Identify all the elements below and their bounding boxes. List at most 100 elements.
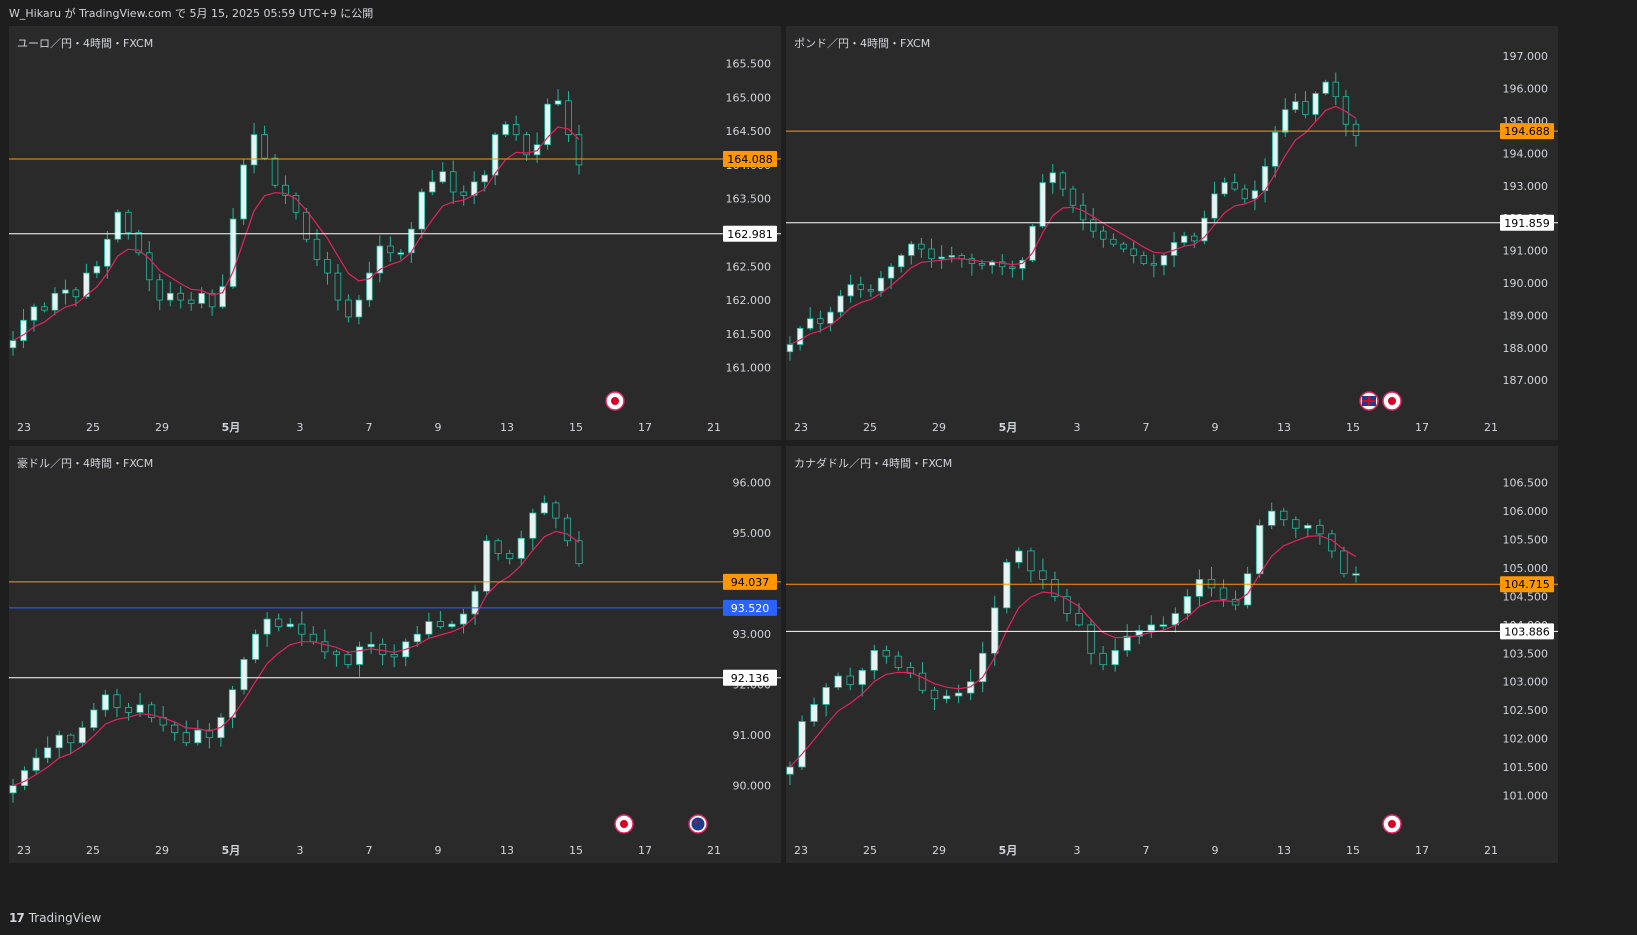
y-tick-label: 106.500	[1503, 477, 1549, 490]
candle	[1352, 573, 1360, 576]
x-tick-label: 3	[1074, 421, 1081, 434]
candle	[1160, 255, 1168, 266]
candle	[1340, 550, 1348, 575]
chart-canvas-cadjpy[interactable]: 106.500106.000105.500105.000104.500104.0…	[786, 446, 1558, 863]
candle	[565, 100, 572, 135]
candle	[512, 124, 520, 135]
candle	[798, 721, 806, 768]
au-flag-field	[691, 817, 705, 831]
candle	[397, 252, 405, 255]
jp-flag-dot	[1388, 397, 1396, 405]
candle	[870, 650, 879, 671]
candle	[1191, 235, 1198, 242]
candle	[978, 652, 987, 683]
candle	[529, 512, 537, 539]
candle	[205, 729, 213, 739]
x-tick-label: 21	[1484, 421, 1498, 434]
candle	[425, 621, 433, 635]
candle	[471, 590, 479, 615]
candle	[436, 621, 444, 628]
candle	[857, 284, 864, 290]
y-tick-label: 91.000	[733, 729, 772, 742]
candle	[1135, 630, 1143, 637]
chart-panel-cadjpy[interactable]: 106.500106.000105.500105.000104.500104.0…	[786, 446, 1558, 863]
candle	[32, 757, 40, 771]
price-tag-label: 164.088	[727, 153, 773, 166]
candle	[563, 517, 572, 542]
y-tick-label: 103.500	[1503, 647, 1549, 660]
candle	[786, 766, 794, 775]
chart-canvas-eurjpy[interactable]: 165.500165.000164.500164.000163.500163.0…	[9, 26, 781, 440]
candle	[978, 263, 986, 266]
candle	[810, 704, 818, 722]
candle	[1219, 587, 1228, 600]
candle	[1090, 219, 1097, 232]
tradingview-mark-icon: 17	[9, 911, 25, 925]
candle	[882, 650, 891, 657]
x-tick-label: 21	[1484, 844, 1498, 857]
candle	[1009, 266, 1016, 269]
price-tag-label: 191.859	[1504, 217, 1550, 230]
candle	[321, 641, 329, 653]
publish-text: W_Hikaru が TradingView.com で 5月 15, 2025…	[9, 7, 374, 20]
chart-panel-audjpy[interactable]: 96.00095.00094.00093.00092.00091.00090.0…	[9, 446, 781, 863]
x-tick-label: 5月	[222, 421, 241, 434]
candle	[1267, 510, 1276, 526]
y-tick-label: 196.000	[1503, 83, 1549, 96]
candle	[251, 633, 260, 660]
candle	[517, 537, 525, 559]
y-tick-label: 189.000	[1503, 309, 1549, 322]
chart-canvas-gbpjpy[interactable]: 197.000196.000195.000194.000193.000192.0…	[786, 26, 1558, 440]
candle	[136, 704, 144, 713]
price-tag-label: 194.688	[1504, 125, 1550, 138]
candle	[182, 732, 190, 744]
chart-panel-gbpjpy[interactable]: 197.000196.000195.000194.000193.000192.0…	[786, 26, 1558, 440]
candle	[208, 292, 216, 308]
candle	[1111, 650, 1119, 666]
candle	[1150, 263, 1158, 266]
candle	[1312, 93, 1319, 115]
chart-canvas-audjpy[interactable]: 96.00095.00094.00093.00092.00091.00090.0…	[9, 446, 781, 863]
candle	[1019, 259, 1026, 269]
price-tag-label: 93.520	[731, 602, 770, 615]
y-tick-label: 165.000	[726, 91, 772, 104]
candle	[309, 633, 317, 643]
x-tick-label: 29	[932, 421, 946, 434]
candle	[44, 747, 52, 759]
chart-panel-eurjpy[interactable]: 165.500165.000164.500164.000163.500163.0…	[9, 26, 781, 440]
jp-flag-dot	[1388, 820, 1396, 828]
candle	[1183, 596, 1192, 614]
candle	[1332, 81, 1339, 98]
candle	[867, 289, 875, 292]
candle	[240, 164, 247, 220]
candle	[1099, 652, 1107, 666]
y-tick-label: 102.500	[1503, 704, 1549, 717]
candle	[817, 318, 824, 324]
candle	[20, 319, 27, 341]
candle	[101, 694, 109, 711]
candle	[483, 540, 491, 592]
y-tick-label: 191.000	[1503, 245, 1549, 258]
y-tick-label: 101.500	[1503, 761, 1549, 774]
candle	[834, 675, 842, 688]
x-tick-label: 29	[155, 421, 169, 434]
y-tick-label: 194.000	[1503, 147, 1549, 160]
candle	[858, 669, 866, 685]
candle	[575, 540, 583, 564]
candle	[908, 243, 915, 256]
candle	[177, 292, 184, 301]
candle	[171, 724, 179, 734]
price-tag	[1500, 123, 1554, 140]
x-tick-label: 29	[155, 844, 169, 857]
candle	[282, 184, 289, 196]
y-tick-label: 162.500	[726, 260, 772, 273]
candle	[807, 318, 814, 329]
price-tag	[1500, 576, 1554, 593]
tradingview-logo[interactable]: 17 TradingView	[9, 911, 101, 925]
candle	[324, 259, 331, 274]
x-tick-label: 23	[794, 844, 808, 857]
candle	[275, 618, 283, 628]
candle	[1159, 624, 1168, 627]
candle	[1003, 561, 1011, 609]
candle	[355, 299, 363, 318]
